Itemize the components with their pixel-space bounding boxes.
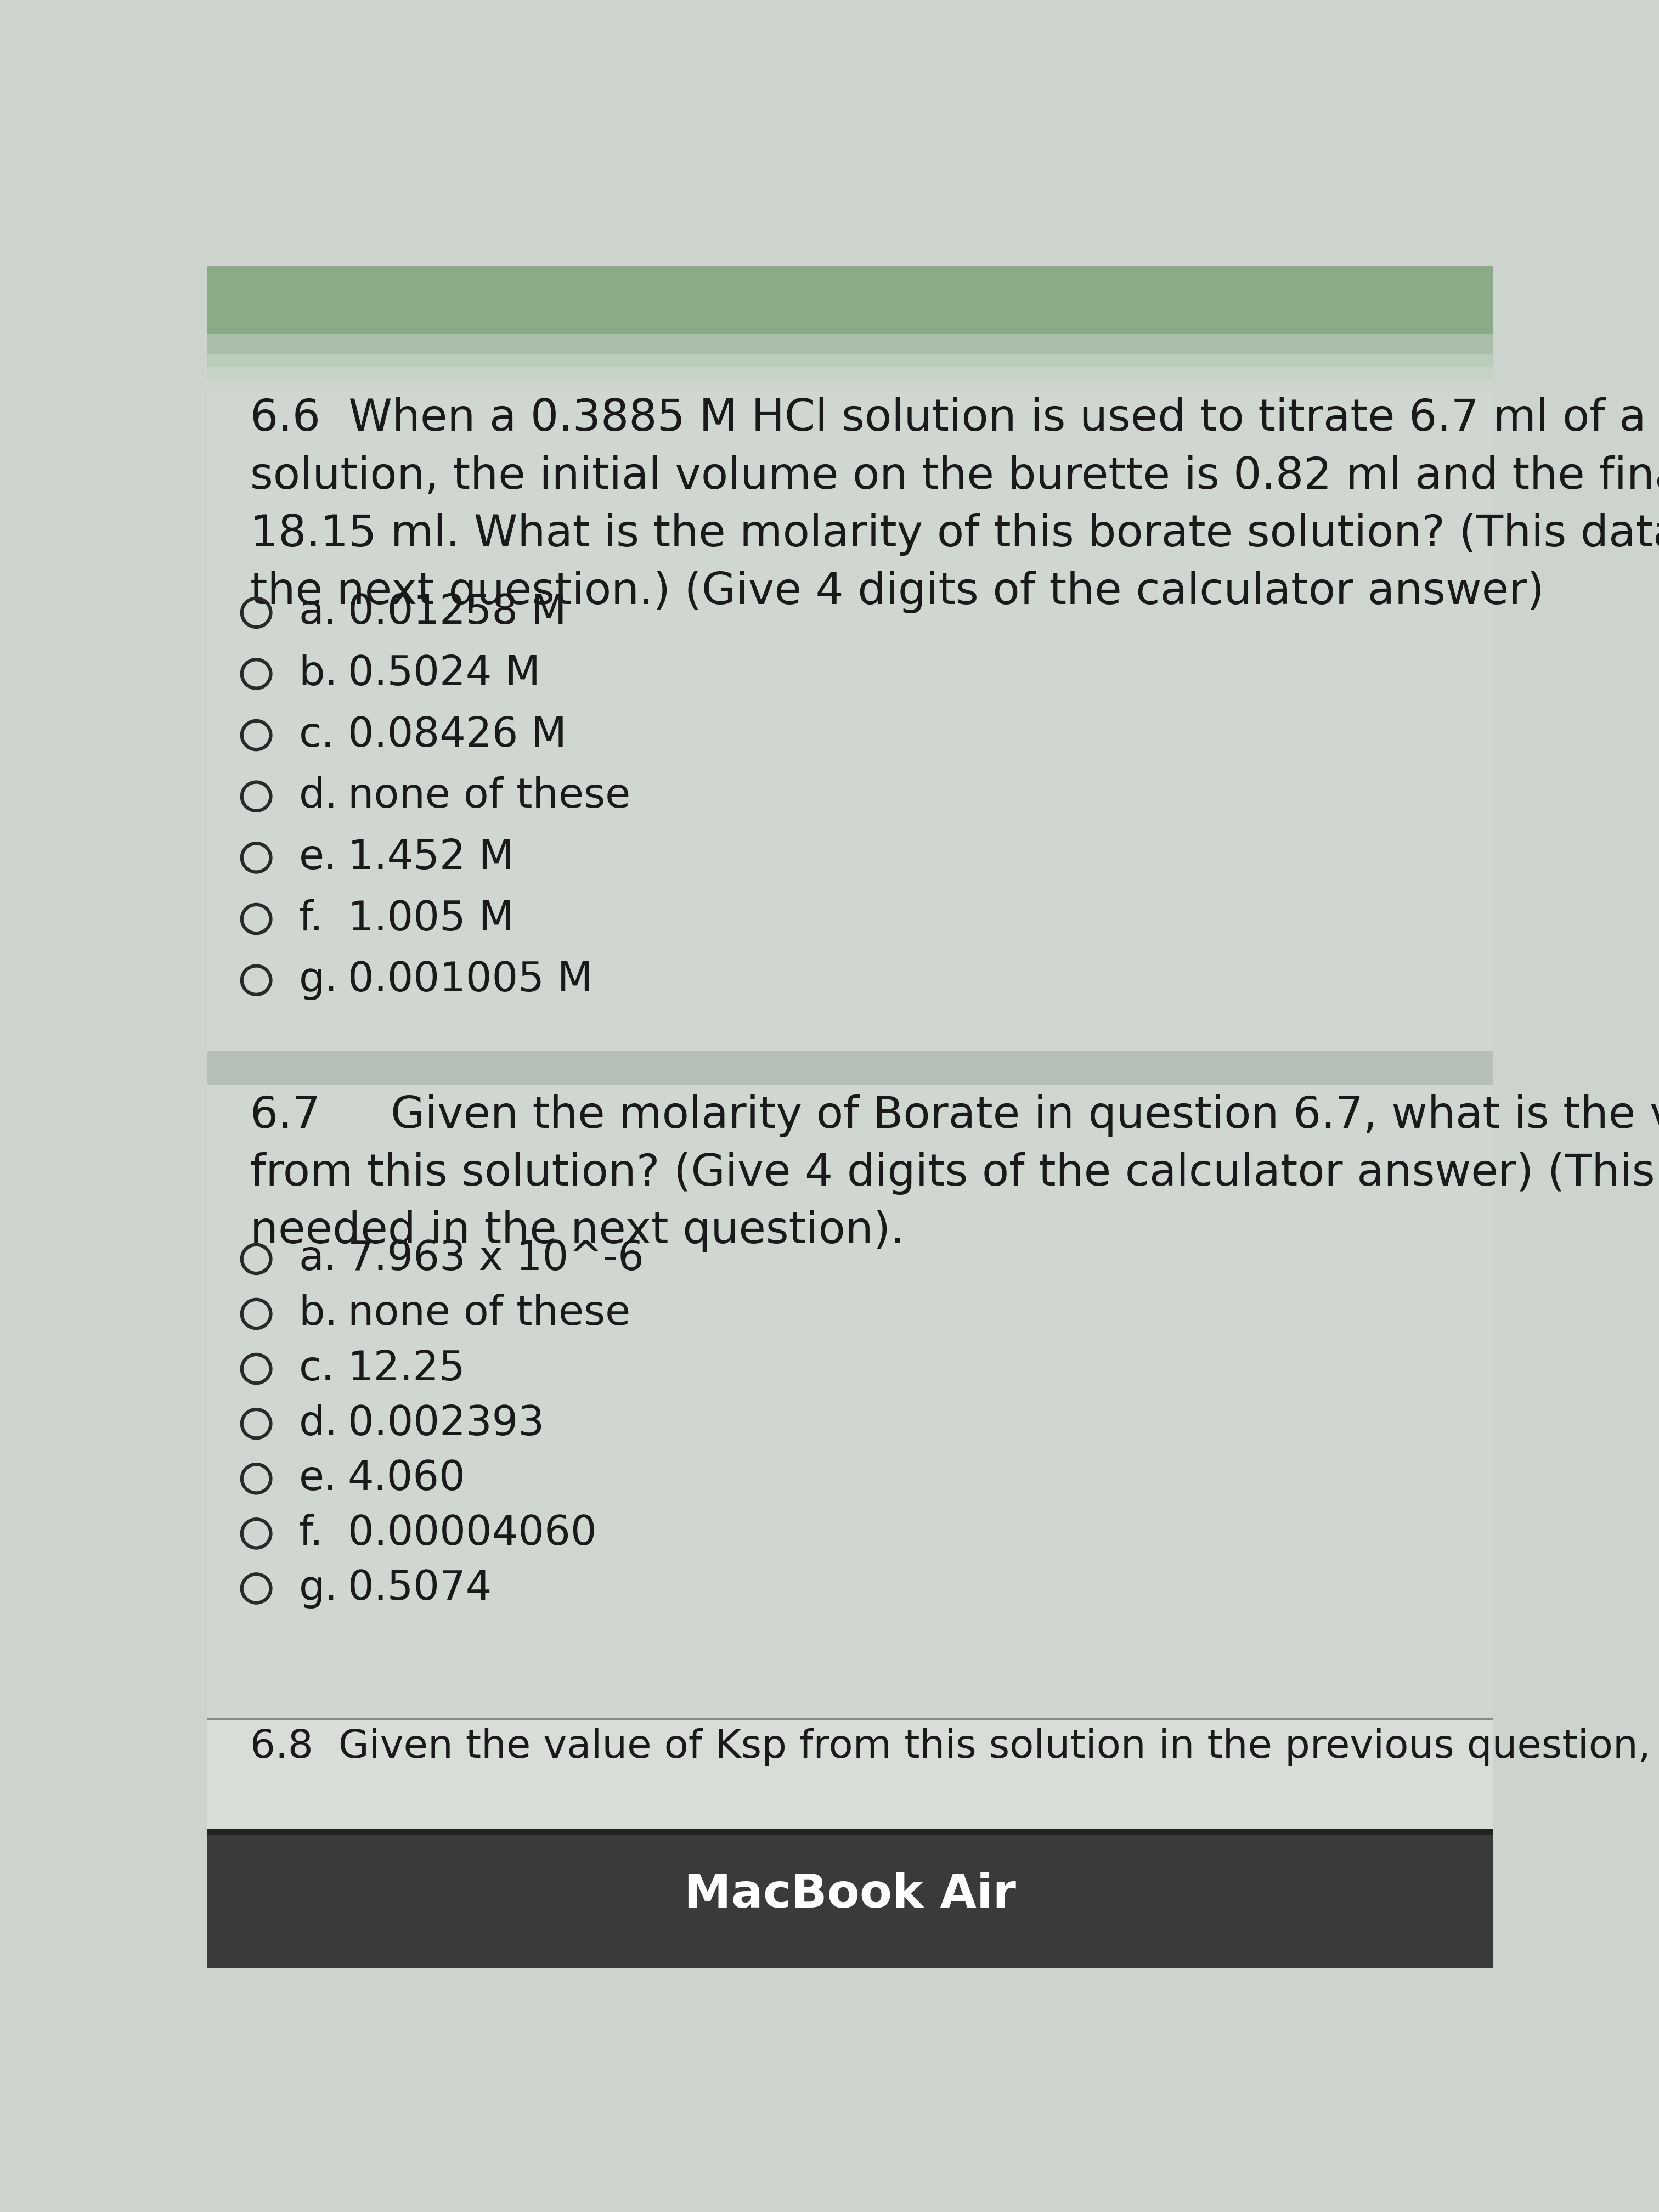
Text: d.: d. — [299, 776, 338, 816]
Text: none of these: none of these — [348, 776, 630, 816]
FancyBboxPatch shape — [207, 378, 1493, 392]
Text: d.: d. — [299, 1405, 338, 1444]
Text: f.: f. — [299, 1513, 324, 1553]
Text: e.: e. — [299, 1458, 337, 1500]
Text: f.: f. — [299, 898, 324, 938]
FancyBboxPatch shape — [207, 1084, 1493, 1719]
Text: a.: a. — [299, 1239, 337, 1279]
Text: c.: c. — [299, 1349, 335, 1389]
Text: a.: a. — [299, 593, 337, 633]
Text: 6.8  Given the value of Ksp from this solution in the previous question, what is: 6.8 Given the value of Ksp from this sol… — [251, 1728, 1659, 1765]
Text: 0.001005 M: 0.001005 M — [348, 960, 592, 1000]
FancyBboxPatch shape — [207, 265, 1493, 334]
FancyBboxPatch shape — [207, 1829, 1493, 1834]
FancyBboxPatch shape — [207, 1051, 1493, 1084]
FancyBboxPatch shape — [207, 1719, 1493, 1721]
FancyBboxPatch shape — [207, 354, 1493, 367]
Text: 1.005 M: 1.005 M — [348, 898, 514, 938]
Text: MacBook Air: MacBook Air — [684, 1871, 1017, 1918]
FancyBboxPatch shape — [207, 372, 1493, 385]
Text: b.: b. — [299, 1294, 338, 1334]
Text: 6.7     Given the molarity of Borate in question 6.7, what is the value of Ksp
f: 6.7 Given the molarity of Borate in ques… — [251, 1095, 1659, 1252]
FancyBboxPatch shape — [207, 334, 1493, 1051]
Text: 0.5074: 0.5074 — [348, 1568, 491, 1608]
Text: e.: e. — [299, 838, 337, 878]
Text: g.: g. — [299, 1568, 338, 1608]
FancyBboxPatch shape — [207, 1834, 1493, 1969]
Text: 1.452 M: 1.452 M — [348, 838, 514, 878]
Text: 0.01258 M: 0.01258 M — [348, 593, 566, 633]
FancyBboxPatch shape — [207, 354, 1493, 372]
FancyBboxPatch shape — [207, 367, 1493, 380]
FancyBboxPatch shape — [207, 1719, 1493, 1829]
Text: b.: b. — [299, 655, 338, 695]
Text: 12.25: 12.25 — [348, 1349, 466, 1389]
FancyBboxPatch shape — [207, 334, 1493, 354]
Text: 0.00004060: 0.00004060 — [348, 1513, 597, 1553]
Text: none of these: none of these — [348, 1294, 630, 1334]
FancyBboxPatch shape — [207, 334, 1493, 354]
Text: 0.002393: 0.002393 — [348, 1405, 544, 1444]
Text: 4.060: 4.060 — [348, 1458, 466, 1500]
Text: 0.08426 M: 0.08426 M — [348, 714, 567, 754]
Text: 0.5024 M: 0.5024 M — [348, 655, 541, 695]
FancyBboxPatch shape — [207, 265, 1493, 334]
Text: g.: g. — [299, 960, 338, 1000]
Text: c.: c. — [299, 714, 335, 754]
Text: 6.6  When a 0.3885 M HCl solution is used to titrate 6.7 ml of a borate
solution: 6.6 When a 0.3885 M HCl solution is used… — [251, 398, 1659, 613]
Text: 7.963 x 10^-6: 7.963 x 10^-6 — [348, 1239, 644, 1279]
